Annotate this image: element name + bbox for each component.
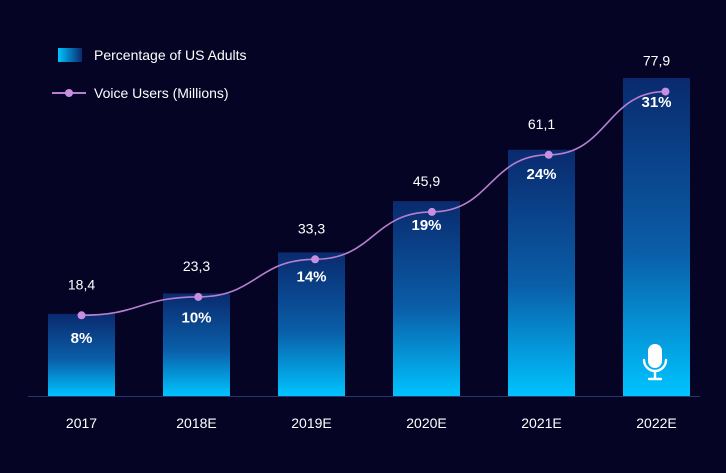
x-tick-label: 2018E: [176, 415, 216, 431]
bar-value-label: 10%: [181, 309, 211, 326]
legend-bar-swatch: [58, 48, 82, 62]
line-value-label: 18,4: [68, 276, 95, 292]
bar-value-label: 24%: [526, 166, 556, 183]
bar-labels-group: 8% 10% 14% 19% 24% 31%: [71, 94, 672, 347]
line-point: [661, 87, 670, 96]
legend-bar-label: Percentage of US Adults: [94, 47, 247, 63]
bar-2021E: [508, 149, 575, 396]
line-value-label: 33,3: [298, 220, 325, 236]
x-tick-labels-group: 2017 2018E 2019E 2020E 2021E 2022E: [66, 415, 677, 431]
line-point: [77, 311, 86, 320]
line-value-label: 23,3: [183, 258, 210, 274]
x-tick-label: 2017: [66, 415, 97, 431]
bar-2022E: [623, 78, 690, 396]
line-labels-group: 18,4 23,3 33,3 45,9 61,1 77,9: [68, 53, 670, 293]
bar-value-label: 14%: [296, 268, 326, 285]
line-point: [311, 255, 320, 264]
x-tick-label: 2021E: [521, 415, 561, 431]
x-tick-label: 2019E: [291, 415, 331, 431]
line-value-label: 77,9: [643, 53, 670, 69]
x-tick-label: 2022E: [636, 415, 676, 431]
legend: Percentage of US Adults Voice Users (Mil…: [52, 47, 247, 101]
legend-line-label: Voice Users (Millions): [94, 85, 229, 101]
voice-users-line: [81, 90, 666, 317]
bar-value-label: 31%: [641, 94, 671, 111]
line-value-label: 61,1: [528, 116, 555, 132]
line-point: [194, 292, 203, 301]
x-tick-label: 2020E: [406, 415, 446, 431]
legend-line-marker: [65, 89, 73, 97]
line-point: [427, 207, 436, 216]
line-point: [544, 150, 553, 159]
bar-2017: [48, 313, 115, 396]
line-value-label: 45,9: [413, 173, 440, 189]
microphone-icon: [642, 344, 668, 381]
bar-2020E: [393, 201, 460, 396]
bar-value-label: 8%: [71, 330, 93, 347]
bar-2018E: [163, 293, 230, 396]
line-points-group: [77, 87, 670, 320]
bar-2019E: [278, 252, 345, 396]
bar-value-label: 19%: [411, 217, 441, 234]
bars-group: [48, 78, 690, 396]
